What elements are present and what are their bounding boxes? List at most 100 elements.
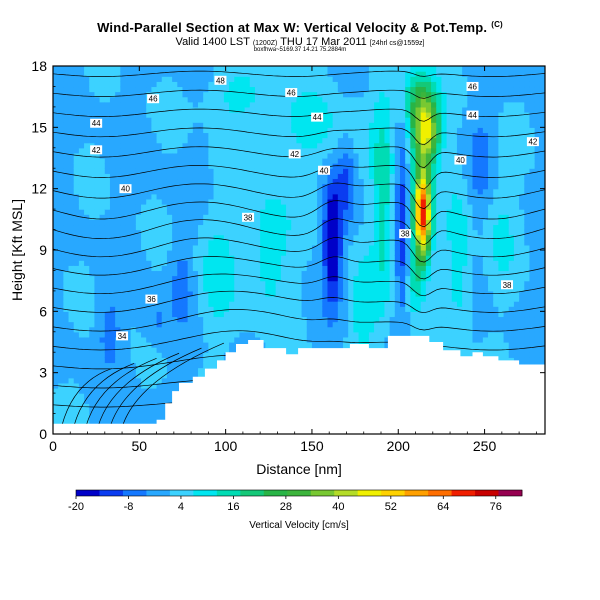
field-cell (99, 76, 106, 82)
field-cell (73, 96, 80, 103)
field-cell (234, 219, 241, 226)
field-cell (161, 173, 168, 180)
field-cell (151, 127, 158, 134)
field-cell (187, 290, 194, 297)
field-cell (332, 188, 339, 195)
field-cell (311, 193, 318, 200)
field-cell (177, 255, 184, 261)
field-cell (213, 280, 220, 287)
field-cell (68, 290, 75, 297)
field-cell (239, 219, 246, 226)
field-cell (130, 173, 137, 180)
field-cell (58, 96, 64, 103)
field-cell (68, 296, 75, 302)
field-cell (115, 408, 121, 415)
field-cell (265, 214, 272, 220)
field-cell (187, 76, 194, 82)
field-cell (218, 290, 225, 297)
field-cell (322, 336, 329, 343)
field-cell (203, 117, 209, 123)
field-cell (286, 193, 292, 200)
field-cell (73, 147, 80, 154)
field-cell (213, 265, 220, 272)
field-cell (322, 209, 329, 215)
field-cell (306, 214, 313, 220)
field-cell (192, 76, 199, 82)
field-cell (115, 204, 121, 210)
field-cell (156, 347, 163, 353)
field-cell (311, 147, 318, 154)
field-cell (368, 96, 375, 103)
field-cell (203, 321, 209, 328)
field-cell (156, 101, 163, 108)
field-cell (327, 260, 334, 266)
field-cell (239, 91, 246, 98)
field-cell (187, 239, 194, 246)
field-cell (275, 296, 282, 302)
field-cell (301, 342, 308, 348)
field-cell (166, 96, 173, 103)
field-cell (104, 209, 111, 215)
field-cell (63, 408, 70, 415)
field-cell (172, 178, 178, 185)
field-cell (286, 336, 292, 343)
field-cell (89, 173, 96, 180)
field-cell (203, 122, 209, 128)
field-cell (94, 214, 101, 220)
field-cell (161, 347, 168, 353)
field-cell (94, 198, 101, 205)
field-cell (229, 142, 235, 149)
field-cell (63, 219, 70, 226)
field-cell (177, 198, 184, 205)
field-cell (120, 362, 127, 369)
field-cell (234, 214, 241, 220)
field-cell (405, 96, 411, 103)
field-cell (135, 393, 142, 399)
field-cell (166, 101, 173, 108)
field-cell (244, 81, 251, 88)
field-cell (151, 393, 158, 399)
field-cell (306, 101, 313, 108)
field-cell (120, 296, 127, 302)
field-cell (358, 158, 365, 164)
field-cell (379, 173, 386, 180)
field-cell (120, 393, 127, 399)
field-cell (379, 260, 386, 266)
field-cell (363, 331, 370, 338)
field-cell (270, 122, 277, 128)
field-cell (120, 260, 127, 266)
field-cell (78, 158, 85, 164)
field-cell (151, 250, 158, 256)
field-cell (156, 255, 163, 261)
field-cell (151, 239, 158, 246)
field-cell (296, 342, 303, 348)
field-cell (223, 163, 230, 169)
field-cell (275, 214, 282, 220)
field-cell (192, 158, 199, 164)
field-cell (78, 209, 85, 215)
field-cell (374, 342, 380, 348)
field-cell (213, 127, 220, 134)
field-cell (399, 71, 406, 77)
field-cell (68, 321, 75, 328)
field-cell (63, 270, 70, 277)
field-cell (368, 163, 375, 169)
field-cell (389, 81, 396, 88)
field-cell (84, 260, 90, 266)
field-cell (332, 173, 339, 180)
field-cell (109, 388, 116, 394)
field-cell (161, 270, 168, 277)
field-cell (270, 255, 277, 261)
field-cell (384, 76, 391, 82)
field-cell (130, 209, 137, 215)
field-cell (135, 183, 142, 190)
field-cell (99, 265, 106, 272)
field-cell (208, 244, 215, 251)
field-cell (177, 127, 184, 134)
field-cell (265, 255, 272, 261)
field-cell (84, 413, 90, 420)
field-cell (208, 91, 215, 98)
field-cell (177, 163, 184, 169)
field-cell (192, 244, 199, 251)
field-cell (265, 296, 272, 302)
